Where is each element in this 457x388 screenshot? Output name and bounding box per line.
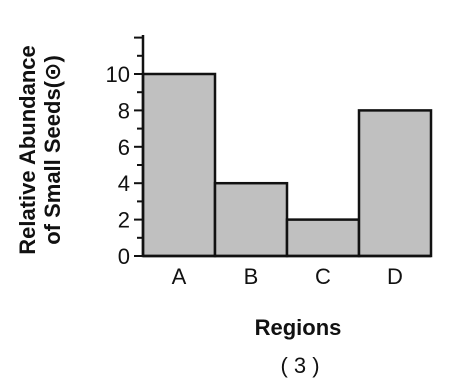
y-axis-title-line-1: Relative Abundance [15,45,40,254]
y-tick-label-0: 0 [118,244,130,269]
x-category-label-d: D [387,264,403,289]
x-category-label-a: A [172,264,187,289]
bars-group [141,72,433,258]
y-axis-title: Relative Abundance of Small Seeds(⊙) [15,45,65,254]
y-tick-label-10: 10 [106,62,130,87]
bar-d [357,109,433,258]
bar-a [141,72,217,258]
y-tick-label-2: 2 [118,208,130,233]
bar-b [213,181,289,258]
bar-c [285,218,361,258]
ticks-group: 0 2 4 6 8 10 [106,36,143,269]
category-labels-group: A B C D [172,264,403,289]
x-axis-title: Regions [255,315,342,340]
y-tick-label-6: 6 [118,135,130,160]
x-category-label-b: B [244,264,259,289]
y-axis-title-line-2: of Small Seeds(⊙) [40,55,65,245]
y-tick-label-8: 8 [118,98,130,123]
y-tick-label-4: 4 [118,171,130,196]
x-category-label-c: C [315,264,331,289]
figure-number-label: ( 3 ) [280,353,319,378]
